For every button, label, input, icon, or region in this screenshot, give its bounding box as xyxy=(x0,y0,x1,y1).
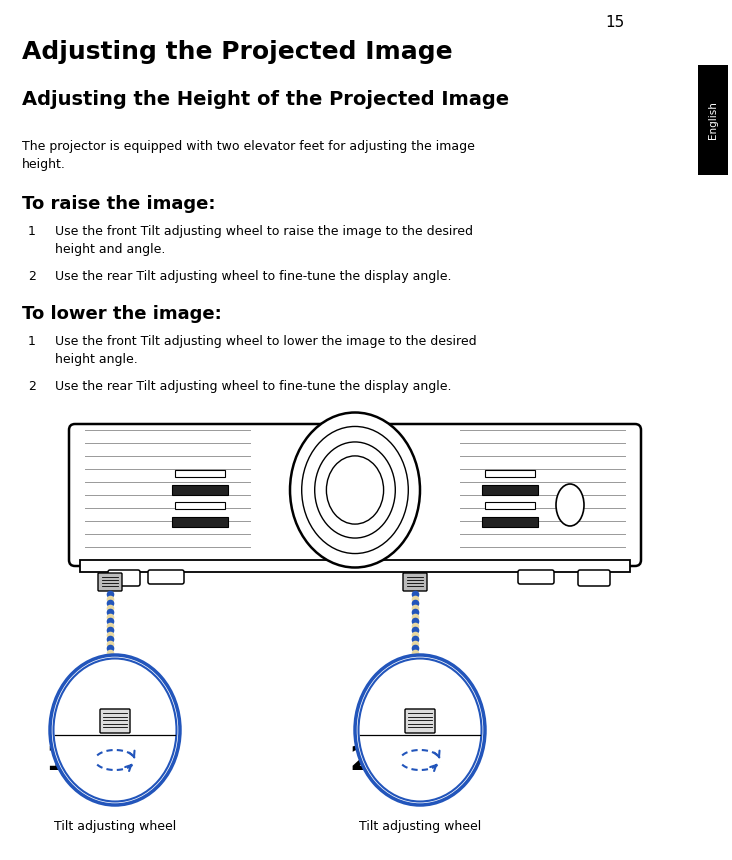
FancyBboxPatch shape xyxy=(69,424,641,566)
FancyBboxPatch shape xyxy=(518,570,554,584)
Text: 1: 1 xyxy=(28,335,36,348)
Bar xyxy=(80,560,630,572)
Bar xyxy=(172,517,228,527)
Text: 15: 15 xyxy=(605,15,624,30)
Bar xyxy=(698,65,728,175)
Text: To raise the image:: To raise the image: xyxy=(22,195,215,213)
Bar xyxy=(485,502,535,509)
Bar xyxy=(485,470,535,477)
Ellipse shape xyxy=(359,659,482,802)
FancyBboxPatch shape xyxy=(403,573,427,591)
Bar xyxy=(175,470,225,477)
Ellipse shape xyxy=(50,655,180,805)
Text: 1: 1 xyxy=(45,744,68,777)
Text: Tilt adjusting wheel: Tilt adjusting wheel xyxy=(359,820,481,833)
Text: Adjusting the Height of the Projected Image: Adjusting the Height of the Projected Im… xyxy=(22,90,509,109)
FancyBboxPatch shape xyxy=(405,709,435,733)
Text: The projector is equipped with two elevator feet for adjusting the image
height.: The projector is equipped with two eleva… xyxy=(22,140,475,171)
FancyBboxPatch shape xyxy=(108,570,140,586)
Text: 2: 2 xyxy=(28,380,36,393)
FancyBboxPatch shape xyxy=(578,570,610,586)
Text: Tilt adjusting wheel: Tilt adjusting wheel xyxy=(54,820,176,833)
FancyBboxPatch shape xyxy=(100,709,130,733)
Bar xyxy=(172,485,228,495)
Bar xyxy=(482,517,538,527)
Ellipse shape xyxy=(302,427,408,554)
Ellipse shape xyxy=(355,655,485,805)
FancyBboxPatch shape xyxy=(148,570,184,584)
Ellipse shape xyxy=(315,442,395,538)
Text: Use the rear Tilt adjusting wheel to fine-tune the display angle.: Use the rear Tilt adjusting wheel to fin… xyxy=(55,270,452,283)
Ellipse shape xyxy=(290,413,420,568)
Text: 2: 2 xyxy=(350,744,373,777)
Ellipse shape xyxy=(326,456,384,524)
Text: 1: 1 xyxy=(28,225,36,238)
Text: Use the front Tilt adjusting wheel to lower the image to the desired
height angl: Use the front Tilt adjusting wheel to lo… xyxy=(55,335,477,366)
Text: Use the front Tilt adjusting wheel to raise the image to the desired
height and : Use the front Tilt adjusting wheel to ra… xyxy=(55,225,473,256)
Text: To lower the image:: To lower the image: xyxy=(22,305,222,323)
Text: Adjusting the Projected Image: Adjusting the Projected Image xyxy=(22,40,452,64)
Text: English: English xyxy=(708,101,718,139)
Text: 2: 2 xyxy=(28,270,36,283)
Bar xyxy=(482,485,538,495)
Text: Use the rear Tilt adjusting wheel to fine-tune the display angle.: Use the rear Tilt adjusting wheel to fin… xyxy=(55,380,452,393)
Ellipse shape xyxy=(556,484,584,526)
Bar xyxy=(175,502,225,509)
Ellipse shape xyxy=(53,659,176,802)
FancyBboxPatch shape xyxy=(98,573,122,591)
